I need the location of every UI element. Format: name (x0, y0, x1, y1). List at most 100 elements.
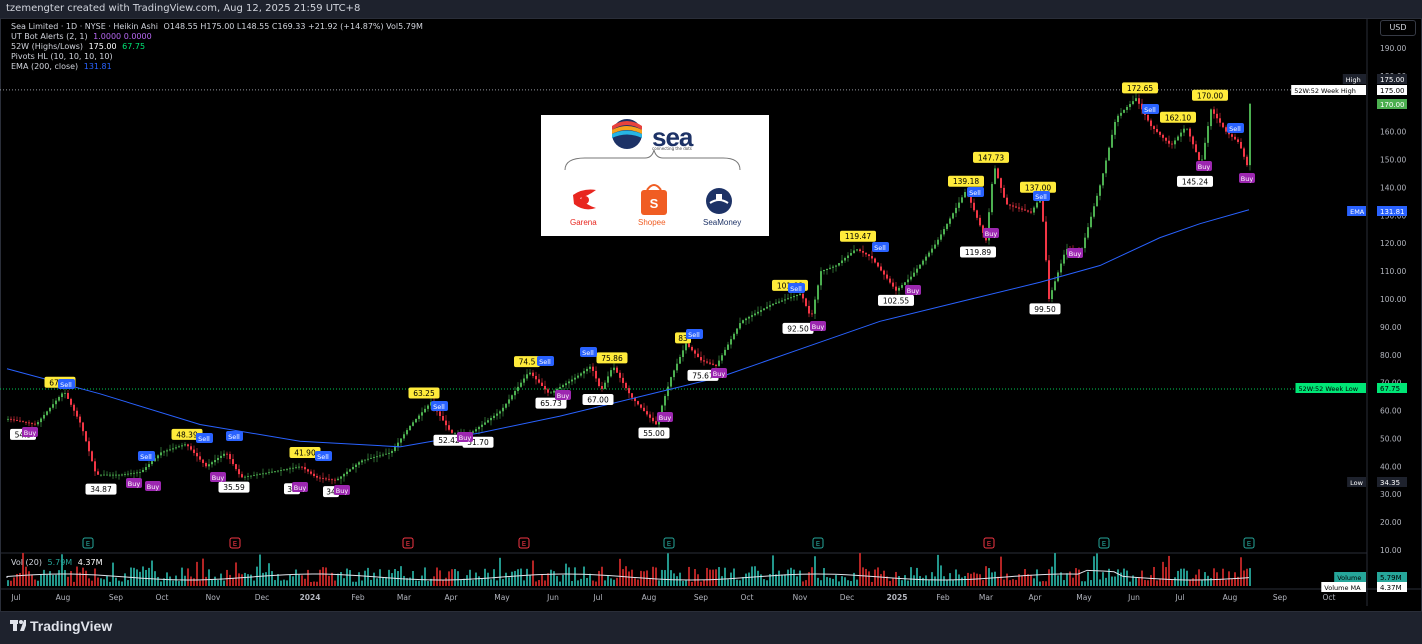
sell-signal-text: Sell (60, 381, 72, 389)
pivot-low-value: 75.67 (692, 371, 714, 380)
pivot-low-label (1029, 303, 1061, 315)
earnings-event-icon[interactable] (518, 537, 530, 549)
volume-bar (1054, 553, 1056, 586)
earnings-event-icon[interactable] (229, 537, 241, 549)
buy-signal-badge[interactable] (145, 481, 161, 491)
sell-signal-badge[interactable] (138, 451, 155, 461)
volume-bar (844, 577, 846, 586)
volume-bar (40, 574, 42, 586)
volume-bar (937, 554, 939, 586)
earnings-event-icon[interactable] (812, 537, 824, 549)
volume-bar (595, 581, 597, 586)
buy-signal-badge[interactable] (22, 427, 38, 437)
volume-bar (424, 567, 426, 586)
buy-signal-badge[interactable] (210, 472, 226, 482)
buy-signal-badge[interactable] (126, 478, 142, 488)
buy-signal-badge[interactable] (810, 321, 826, 331)
candle-body (814, 299, 816, 314)
candle-body (232, 459, 234, 465)
buy-signal-badge[interactable] (1067, 248, 1083, 258)
earnings-event-icon[interactable] (663, 537, 675, 549)
candle-body (331, 479, 333, 481)
sell-signal-badge[interactable] (58, 379, 75, 389)
tradingview-logo[interactable]: TradingView (10, 618, 112, 634)
low-value-box (1377, 477, 1407, 487)
sell-signal-badge[interactable] (686, 329, 703, 339)
buy-signal-badge[interactable] (1196, 161, 1212, 171)
earnings-event-icon[interactable] (82, 537, 94, 549)
candle-body (193, 449, 195, 453)
buy-signal-badge[interactable] (657, 412, 673, 422)
sell-signal-badge[interactable] (872, 242, 889, 252)
candle-body (283, 469, 285, 471)
w52-row[interactable]: 52W (Highs/Lows) 175.00 67.75 (11, 42, 423, 52)
candle-body (394, 446, 396, 451)
candle-body (370, 457, 372, 459)
pivot-high-label (973, 151, 1009, 163)
candle-body (301, 466, 303, 468)
pivots-row[interactable]: Pivots HL (10, 10, 10, 10) (11, 52, 423, 62)
sell-signal-text: Sell (582, 349, 594, 357)
volume-legend[interactable]: Vol (20) 5.79M 4.37M (11, 558, 102, 567)
volume-bar (514, 570, 516, 586)
volume-bar (445, 577, 447, 586)
buy-signal-badge[interactable] (905, 285, 921, 295)
sell-signal-text: Sell (1144, 106, 1156, 114)
volume-bar (355, 581, 357, 586)
sell-signal-badge[interactable] (315, 451, 332, 461)
sell-signal-badge[interactable] (431, 401, 448, 411)
candle-body (1099, 185, 1101, 196)
earnings-event-icon[interactable] (402, 537, 414, 549)
symbol-row[interactable]: Sea Limited · 1D · NYSE · Heikin Ashi O1… (11, 22, 423, 32)
volume-bar (169, 576, 171, 586)
buy-signal-badge[interactable] (711, 368, 727, 378)
earnings-event-icon[interactable] (1098, 537, 1110, 549)
price-chart[interactable]: 190.00180.00170.00160.00150.00140.00130.… (0, 0, 1422, 612)
candle-body (919, 264, 921, 269)
candle-body (721, 355, 723, 361)
volume-bar (853, 572, 855, 586)
sell-signal-badge[interactable] (1033, 191, 1050, 201)
volume-bar (334, 580, 336, 586)
volume-bar (571, 581, 573, 586)
sell-signal-badge[interactable] (1142, 104, 1159, 114)
buy-signal-badge[interactable] (983, 228, 999, 238)
buy-signal-badge[interactable] (292, 482, 308, 492)
sell-signal-badge[interactable] (1227, 123, 1244, 133)
sell-signal-badge[interactable] (537, 356, 554, 366)
candle-body (550, 392, 552, 394)
buy-signal-badge[interactable] (457, 432, 473, 442)
sell-signal-badge[interactable] (580, 347, 597, 357)
earnings-event-icon[interactable] (1243, 537, 1255, 549)
volume-bar (850, 581, 852, 586)
candle-body (1096, 195, 1098, 207)
candle-body (13, 419, 15, 421)
ut-bot-row[interactable]: UT Bot Alerts (2, 1) 1.0000 0.0000 (11, 32, 423, 42)
candle-body (673, 370, 675, 378)
volume-bar (1045, 581, 1047, 586)
sell-signal-badge[interactable] (788, 283, 805, 293)
ema-row[interactable]: EMA (200, close) 131.81 (11, 62, 423, 72)
price-tick-label: 120.00 (1380, 239, 1406, 248)
time-axis-label: Jun (1127, 593, 1140, 602)
volume-bar (322, 567, 324, 586)
candle-body (589, 366, 591, 369)
buy-signal-badge[interactable] (1239, 173, 1255, 183)
sell-signal-badge[interactable] (196, 433, 213, 443)
volume-bar (103, 579, 105, 586)
candle-body (895, 286, 897, 291)
currency-button[interactable]: USD (1380, 20, 1416, 36)
volume-tag-value: 5.79M (1380, 574, 1402, 582)
w52-label: 52W (Highs/Lows) (11, 42, 84, 51)
volume-bar (910, 567, 912, 586)
buy-signal-badge[interactable] (334, 485, 350, 495)
candle-body (1195, 144, 1197, 153)
earnings-event-icon[interactable] (983, 537, 995, 549)
volume-bar (205, 576, 207, 586)
candle-body (604, 382, 606, 389)
candle-body (310, 471, 312, 474)
sell-signal-badge[interactable] (226, 431, 243, 441)
volume-bar (1219, 578, 1221, 586)
sell-signal-badge[interactable] (967, 187, 984, 197)
buy-signal-badge[interactable] (555, 390, 571, 400)
